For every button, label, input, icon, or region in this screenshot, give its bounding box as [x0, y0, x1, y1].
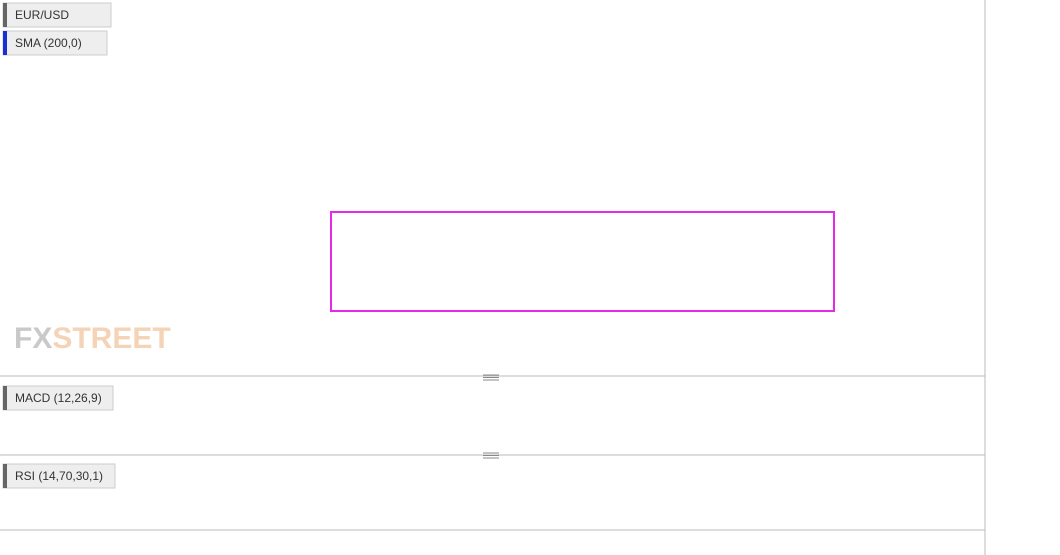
sma-box[interactable]	[2, 30, 108, 56]
logo-left: FX	[14, 322, 52, 355]
symbol-box[interactable]	[2, 2, 112, 28]
rsi-swatch	[3, 464, 7, 488]
rsi-label: RSI (14,70,30,1)	[15, 469, 103, 483]
range-box	[330, 211, 835, 312]
logo: FXSTREET	[14, 322, 171, 355]
sma-swatch	[3, 31, 7, 55]
symbol-swatch	[3, 3, 7, 27]
resize-handle[interactable]	[483, 452, 499, 459]
macd-swatch	[3, 386, 7, 410]
sma-label: SMA (200,0)	[15, 36, 82, 50]
resize-handle[interactable]	[483, 374, 499, 381]
symbol-label: EUR/USD	[15, 8, 69, 22]
macd-label: MACD (12,26,9)	[15, 391, 102, 405]
rsi-box[interactable]	[2, 463, 116, 489]
logo-right: STREET	[52, 322, 170, 355]
